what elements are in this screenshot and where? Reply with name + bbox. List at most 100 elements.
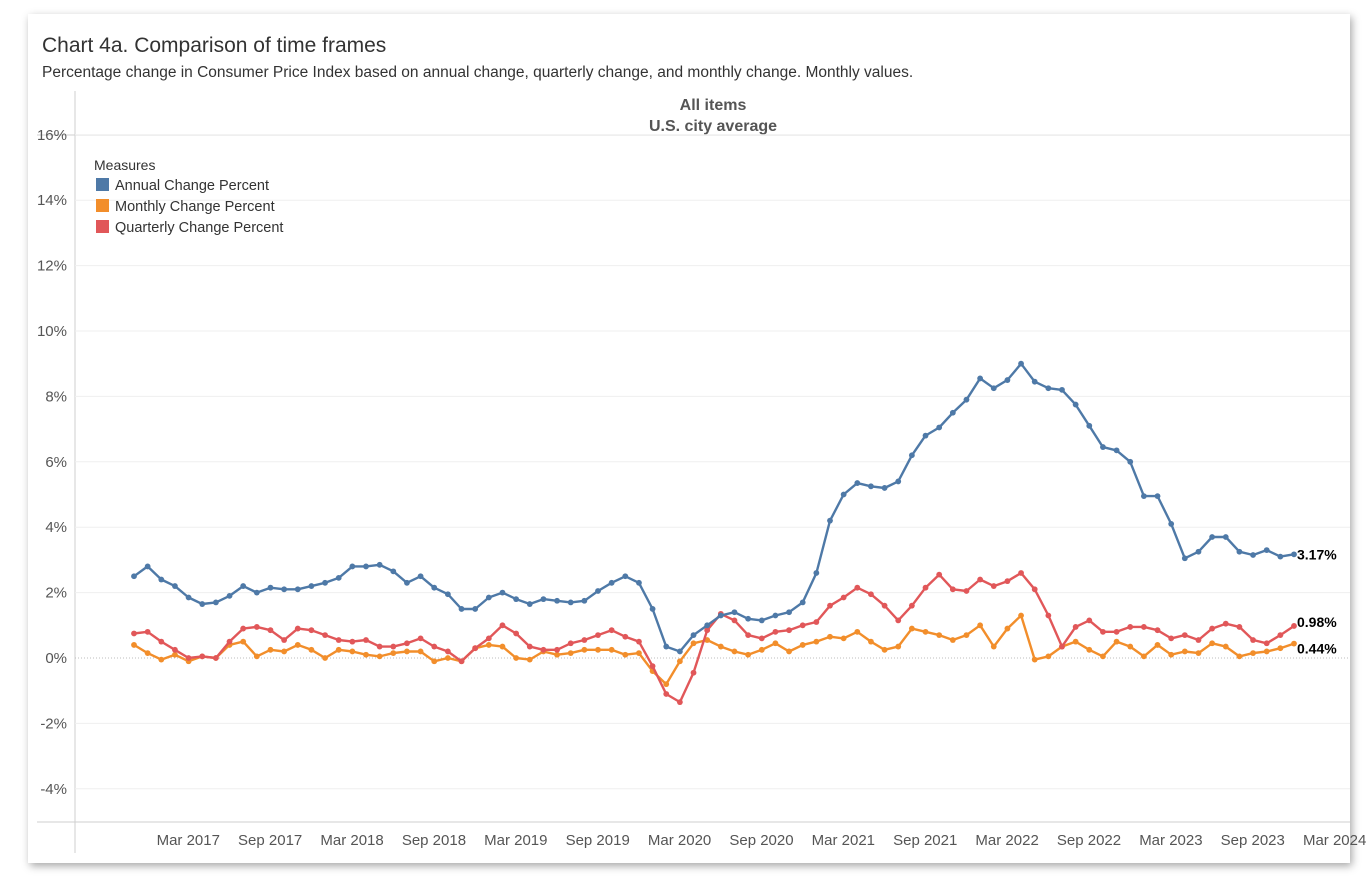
data-point xyxy=(717,643,724,650)
data-point xyxy=(199,653,206,660)
data-point xyxy=(199,601,206,607)
data-point xyxy=(908,602,915,609)
data-point xyxy=(1263,648,1270,655)
x-tick-label: Sep 2020 xyxy=(729,832,793,849)
data-point xyxy=(881,602,888,609)
data-point xyxy=(936,424,943,431)
data-point xyxy=(1250,650,1256,656)
data-point xyxy=(1086,422,1093,429)
data-point xyxy=(731,648,738,655)
data-point xyxy=(390,650,397,656)
data-point xyxy=(1181,648,1188,655)
data-point xyxy=(1263,640,1270,647)
data-point xyxy=(1250,637,1256,643)
data-point xyxy=(581,646,588,653)
legend-title: Measures xyxy=(94,157,155,173)
data-point xyxy=(758,617,765,624)
data-point xyxy=(868,591,874,598)
data-point xyxy=(267,627,274,634)
data-point xyxy=(144,563,151,570)
data-point xyxy=(1086,617,1093,624)
data-point xyxy=(1059,643,1065,650)
data-point xyxy=(595,632,601,639)
data-point xyxy=(485,594,492,601)
y-tick-label: -4% xyxy=(40,781,67,798)
data-point xyxy=(1086,646,1093,653)
data-point xyxy=(1018,360,1024,367)
data-point xyxy=(731,617,738,624)
data-point xyxy=(922,432,929,439)
data-point xyxy=(240,583,247,589)
data-point xyxy=(1072,624,1079,630)
series-lines: 0.44% 0.98% 3.17% xyxy=(131,360,1337,706)
data-point xyxy=(308,627,315,634)
legend-item-label: Quarterly Change Percent xyxy=(115,220,283,236)
legend: Measures Annual Change Percent Monthly Ch… xyxy=(94,157,283,236)
data-point xyxy=(745,615,752,622)
data-point xyxy=(1277,553,1284,560)
data-point xyxy=(895,643,902,650)
data-point xyxy=(1045,612,1052,619)
data-point xyxy=(854,584,861,591)
data-point xyxy=(1127,643,1134,650)
data-point xyxy=(1195,637,1202,643)
data-point xyxy=(472,645,479,652)
data-point xyxy=(1059,386,1065,393)
data-point xyxy=(922,628,929,635)
x-tick-label: Sep 2017 xyxy=(238,832,302,849)
data-point xyxy=(1291,623,1297,629)
data-point xyxy=(745,632,752,639)
data-point xyxy=(540,646,547,653)
data-point xyxy=(595,646,601,653)
data-point xyxy=(404,648,410,655)
data-point xyxy=(1277,645,1284,652)
data-point xyxy=(636,650,642,656)
x-tick-label: Mar 2021 xyxy=(812,832,875,849)
data-point xyxy=(581,637,588,643)
data-point xyxy=(1168,635,1175,642)
data-point xyxy=(485,642,492,648)
data-point xyxy=(676,699,683,706)
data-point xyxy=(1209,640,1216,647)
data-point xyxy=(772,628,779,635)
data-point xyxy=(431,643,438,650)
data-point xyxy=(1222,643,1229,650)
data-point xyxy=(595,588,601,594)
data-point xyxy=(758,646,765,653)
data-point xyxy=(144,628,151,635)
data-point xyxy=(158,638,165,645)
data-point xyxy=(949,637,956,643)
data-point xyxy=(827,602,833,609)
data-point xyxy=(649,606,656,612)
data-point xyxy=(1236,624,1243,630)
data-point xyxy=(622,651,629,658)
data-point xyxy=(1154,627,1161,634)
data-point xyxy=(868,483,874,490)
data-point xyxy=(786,609,792,616)
data-point xyxy=(649,663,656,670)
data-point xyxy=(1222,534,1229,540)
data-point xyxy=(567,599,574,606)
data-point xyxy=(458,606,465,612)
data-point xyxy=(1277,632,1284,639)
data-point xyxy=(1140,493,1147,500)
data-point xyxy=(281,648,288,655)
data-point xyxy=(349,638,356,645)
data-point xyxy=(881,646,888,653)
y-tick-label: 0% xyxy=(45,650,67,667)
data-point xyxy=(636,638,642,645)
data-point xyxy=(281,586,288,593)
data-point xyxy=(1004,377,1011,383)
data-point xyxy=(758,635,765,642)
y-tick-label: 2% xyxy=(45,585,67,602)
data-point xyxy=(854,628,861,635)
data-point xyxy=(376,653,383,660)
data-point xyxy=(499,622,506,629)
data-point xyxy=(131,630,137,637)
chart-subtitle: Percentage change in Consumer Price Inde… xyxy=(42,64,914,81)
data-point xyxy=(131,573,137,580)
data-point xyxy=(799,599,806,606)
data-point xyxy=(663,681,670,688)
data-point xyxy=(144,650,151,656)
data-point xyxy=(608,646,615,653)
